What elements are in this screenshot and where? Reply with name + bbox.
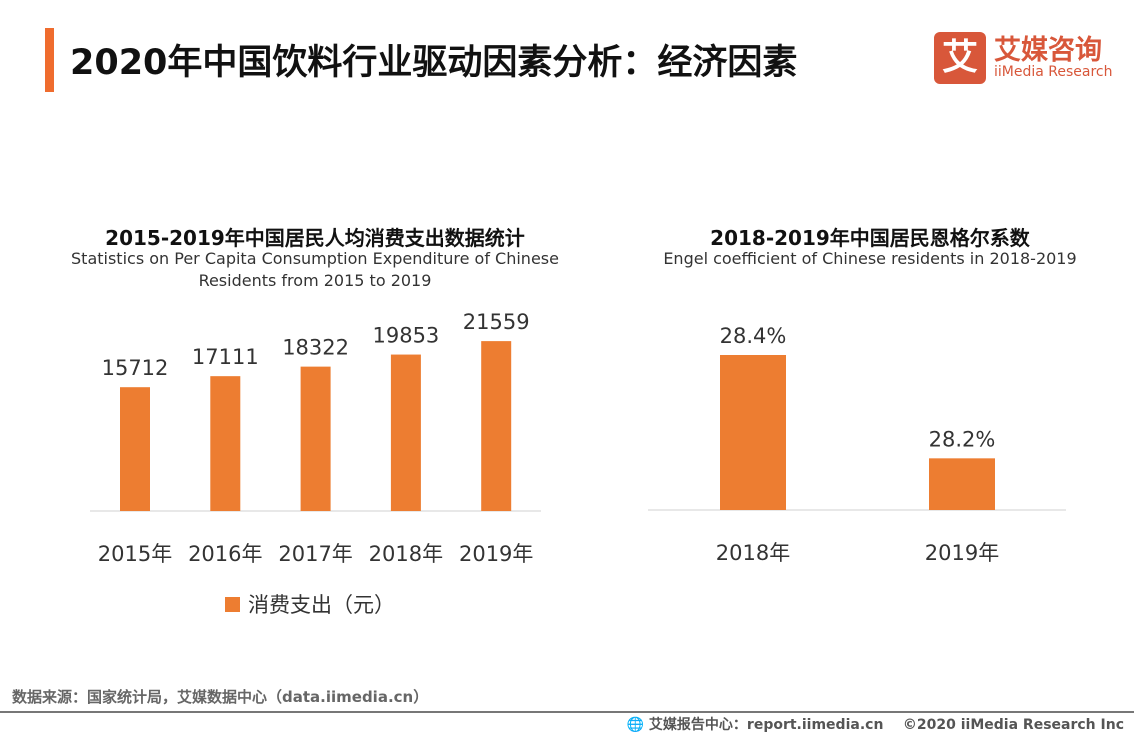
data-label: 28.2%	[929, 427, 996, 451]
data-label: 15712	[102, 356, 169, 380]
page-title: 2020年中国饮料行业驱动因素分析：经济因素	[70, 43, 798, 83]
x-tick-label: 2017年	[278, 542, 352, 566]
logo: 艾 艾媒咨询 iiMedia Research	[934, 32, 1113, 84]
data-label: 19853	[372, 324, 439, 348]
x-tick-label: 2016年	[188, 542, 262, 566]
x-tick-label: 2015年	[98, 542, 172, 566]
logo-name-en: iiMedia Research	[994, 64, 1113, 80]
logo-name-cn: 艾媒咨询	[994, 35, 1102, 66]
bar-2018年	[720, 355, 786, 510]
left-chart-subtitle: Statistics on Per Capita Consumption Exp…	[71, 249, 559, 290]
bar-2018年	[390, 354, 421, 511]
right-bar-chart: 28.4% 2018年 28.2% 2019年	[648, 324, 1066, 565]
data-label: 21559	[463, 310, 530, 334]
left-chart-title: 2015-2019年中国居民人均消费支出数据统计	[105, 226, 525, 250]
x-tick-label: 2019年	[459, 542, 533, 566]
legend-swatch	[225, 597, 240, 612]
data-label: 18322	[282, 336, 349, 360]
data-source: 数据来源：国家统计局，艾媒数据中心（data.iimedia.cn）	[12, 688, 429, 706]
bar-2019年	[481, 341, 512, 511]
bar-2019年	[929, 458, 995, 510]
left-bar-chart: 15712 2015年 17111 2016年 18322 2017年 19853 2018年…	[90, 310, 541, 617]
footer-divider	[0, 711, 1134, 713]
copyright: ©2020 iiMedia Research Inc	[902, 717, 1124, 733]
x-tick-label: 2018年	[369, 542, 443, 566]
globe-icon: 🌐	[626, 717, 645, 733]
logo-mark-icon: 艾	[934, 32, 986, 84]
data-label: 17111	[192, 345, 259, 369]
x-tick-label: 2019年	[925, 541, 999, 565]
right-chart-title: 2018-2019年中国居民恩格尔系数	[710, 226, 1030, 250]
data-label: 28.4%	[720, 324, 787, 348]
x-tick-label: 2018年	[716, 541, 790, 565]
right-chart-subtitle: Engel coefficient of Chinese residents i…	[663, 249, 1077, 268]
bar-2017年	[300, 366, 331, 511]
bar-2015年	[120, 387, 150, 511]
footer: 🌐 艾媒报告中心：report.iimedia.cn ©2020 iiMedia…	[627, 714, 1124, 734]
bar-2016年	[210, 376, 241, 511]
legend-label: 消费支出（元）	[248, 593, 395, 617]
report-center-link[interactable]: 艾媒报告中心：report.iimedia.cn	[648, 717, 884, 733]
title-accent-bar	[45, 28, 54, 92]
